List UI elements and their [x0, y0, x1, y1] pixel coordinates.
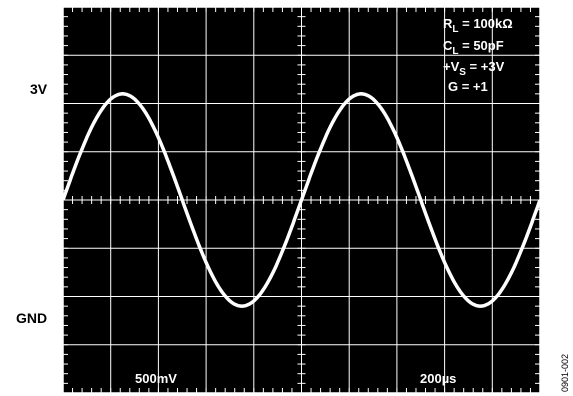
setting-vs: +VS = +3V [443, 59, 505, 78]
setting-cl: CL = 50pF [443, 38, 504, 57]
setting-gain: G = +1 [448, 79, 488, 94]
marker-gnd: GND [16, 310, 48, 326]
marker-3v: 3V [30, 81, 48, 97]
figure-id: 0901-002 [560, 353, 570, 392]
scale-time: 200µs [420, 371, 456, 386]
setting-rl: RL = 100kΩ [443, 16, 513, 35]
scale-volts: 500mV [135, 371, 177, 386]
sine-trace [61, 92, 542, 308]
graticule-ticks [62, 6, 541, 394]
settings-block: RL = 100kΩ CL = 50pF +VS = +3V G = +1 [443, 16, 513, 94]
